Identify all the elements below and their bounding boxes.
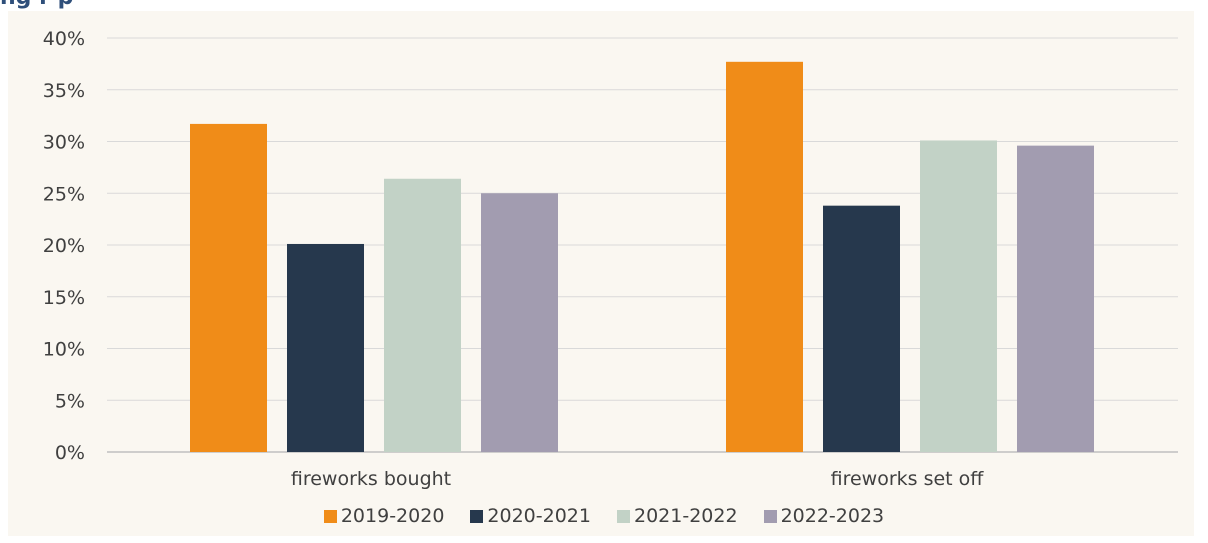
bar-2020-2021-0: [287, 243, 364, 452]
bar-2021-2022-1: [920, 140, 997, 452]
x-category-label: fireworks set off: [831, 468, 985, 490]
legend-item: 2021-2022: [617, 505, 738, 527]
gridlines: [107, 37, 1178, 453]
legend-label: 2020-2021: [487, 505, 591, 527]
bar-2022-2023-0: [481, 193, 558, 452]
y-axis-ticks: 0% 5% 10% 15% 20% 25% 30% 35% 40%: [43, 28, 85, 464]
y-tick-label: 40%: [43, 28, 85, 50]
legend-swatch: [763, 509, 777, 523]
y-tick-label: 20%: [43, 235, 85, 257]
x-axis-categories: fireworks bought fireworks set off: [291, 468, 984, 490]
legend-label: 2021-2022: [634, 505, 738, 527]
legend-swatch: [323, 509, 337, 523]
legend-item: 2022-2023: [763, 505, 885, 527]
legend-item: 2020-2021: [470, 505, 591, 527]
y-tick-label: 5%: [55, 390, 85, 412]
bar-2019-2020-0: [190, 123, 267, 452]
y-tick-label: 30%: [43, 132, 85, 154]
legend-item: 2019-2020: [323, 505, 445, 527]
y-tick-label: 35%: [43, 80, 85, 102]
x-category-label: fireworks bought: [291, 468, 451, 490]
bar-2021-2022-0: [384, 178, 461, 452]
legend: 2019-2020 2020-2021 2021-2022 2022-2023: [0, 502, 1208, 530]
legend-label: 2022-2023: [780, 505, 885, 527]
bar-2022-2023-1: [1017, 145, 1094, 452]
legend-label: 2019-2020: [340, 505, 445, 527]
y-tick-label: 10%: [43, 339, 85, 361]
bar-2020-2021-1: [823, 205, 900, 452]
chart-title-fragment: ng r p: [0, 0, 400, 10]
bars: [190, 61, 1094, 453]
legend-swatch: [617, 509, 630, 523]
y-tick-label: 25%: [43, 183, 85, 205]
legend-swatch: [470, 509, 484, 523]
y-tick-label: 0%: [55, 442, 85, 464]
bar-2019-2020-1: [726, 61, 803, 453]
y-tick-label: 15%: [43, 287, 85, 309]
